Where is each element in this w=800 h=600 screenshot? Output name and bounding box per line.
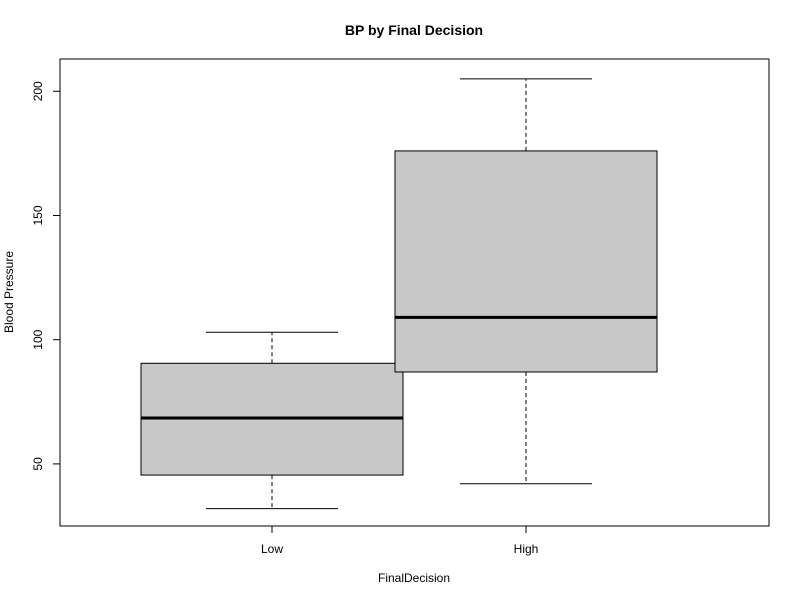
box-group-low bbox=[140, 331, 404, 510]
x-tick-label: High bbox=[514, 542, 539, 556]
box-group-high bbox=[394, 78, 658, 485]
iqr-box bbox=[394, 150, 658, 373]
x-axis: Low High bbox=[261, 525, 539, 556]
x-tick-label: Low bbox=[261, 542, 283, 556]
y-tick-label: 150 bbox=[31, 205, 45, 225]
y-tick-label: 100 bbox=[31, 329, 45, 349]
y-tick-label: 200 bbox=[31, 81, 45, 101]
y-axis-label: Blood Pressure bbox=[2, 251, 16, 333]
boxes-layer bbox=[140, 78, 658, 510]
y-axis: 50 100 150 200 bbox=[31, 81, 61, 471]
x-axis-label: FinalDecision bbox=[378, 571, 450, 585]
chart-title: BP by Final Decision bbox=[345, 22, 483, 38]
y-tick-label: 50 bbox=[31, 457, 45, 471]
